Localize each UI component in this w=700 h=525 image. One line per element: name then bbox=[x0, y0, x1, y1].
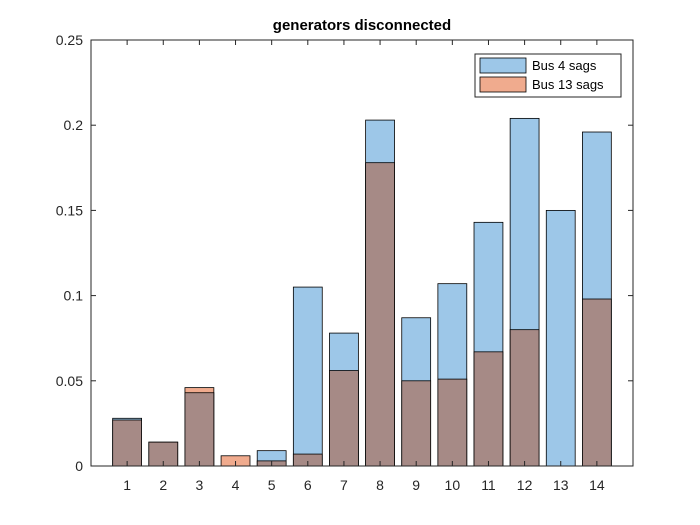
axes-box bbox=[90, 39, 634, 467]
x-tick-label: 8 bbox=[376, 477, 384, 493]
bar-bus13-11 bbox=[473, 351, 504, 467]
x-tick-label: 7 bbox=[340, 477, 348, 493]
bar-bus4-13 bbox=[545, 209, 576, 467]
y-tick-label: 0.15 bbox=[56, 202, 83, 218]
x-tick-label: 14 bbox=[589, 477, 605, 493]
legend-swatch bbox=[479, 57, 527, 74]
legend-swatch bbox=[479, 76, 527, 93]
legend-label: Bus 13 sags bbox=[532, 77, 604, 92]
x-tick-label: 10 bbox=[445, 477, 461, 493]
x-tick-label: 12 bbox=[517, 477, 533, 493]
chart-title: generators disconnected bbox=[273, 17, 451, 34]
x-tick-label: 1 bbox=[123, 477, 131, 493]
x-tick-label: 9 bbox=[412, 477, 420, 493]
y-tick-label: 0.05 bbox=[56, 373, 83, 389]
y-tick-label: 0.1 bbox=[64, 288, 84, 304]
x-tick-label: 5 bbox=[268, 477, 276, 493]
y-tick-label: 0.2 bbox=[64, 117, 84, 133]
x-tick-label: 3 bbox=[196, 477, 204, 493]
bars-group bbox=[112, 117, 612, 467]
legend: Bus 4 sags Bus 13 sags bbox=[474, 53, 622, 98]
x-tick-label: 2 bbox=[159, 477, 167, 493]
bar-bus13-1 bbox=[112, 419, 142, 467]
bar-bus13-10 bbox=[437, 378, 468, 467]
x-tick-label: 4 bbox=[232, 477, 240, 493]
x-tick-label: 13 bbox=[553, 477, 569, 493]
bar-bus13-9 bbox=[401, 380, 432, 467]
y-tick-label: 0.25 bbox=[56, 32, 83, 48]
legend-label: Bus 4 sags bbox=[532, 58, 597, 73]
bar-bus13-8 bbox=[365, 162, 395, 467]
bar-bus4-6 bbox=[292, 286, 323, 467]
bar-bus13-12 bbox=[509, 329, 540, 467]
bar-bus13-14 bbox=[582, 298, 612, 467]
axes-group: 00.050.10.150.20.251 2 3 4 5 6 7 8 9 10 11 12 13 14 bbox=[56, 32, 634, 493]
bar-bus4-3 bbox=[184, 392, 215, 467]
x-tick-label: 11 bbox=[481, 477, 496, 493]
y-tick-label: 0 bbox=[75, 458, 83, 474]
bar-bus13-7 bbox=[329, 370, 359, 467]
x-tick-label: 6 bbox=[304, 477, 312, 493]
